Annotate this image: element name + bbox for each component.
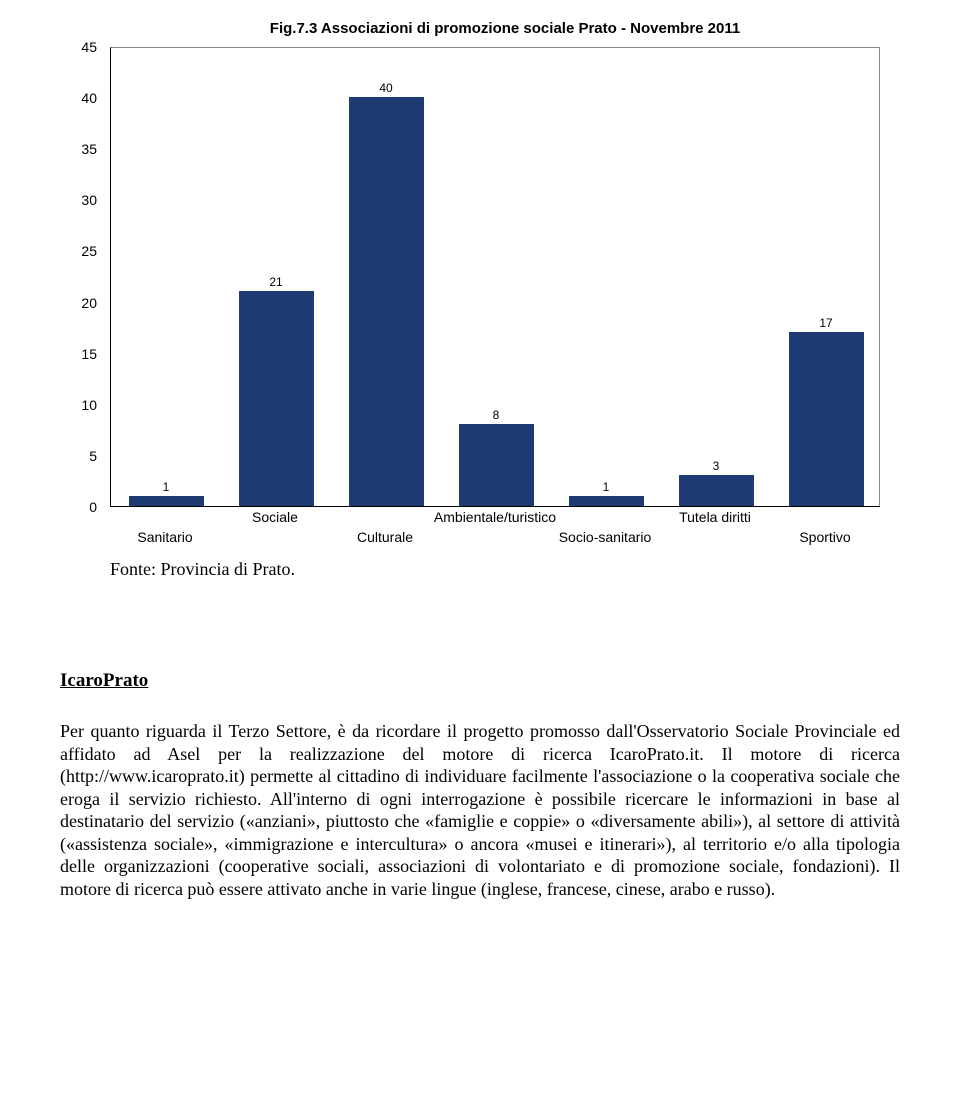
x-axis-labels: Sanitario Sociale Culturale Ambientale/turi…: [110, 507, 880, 553]
bar-value-label: 1: [569, 480, 644, 494]
bar-slot: 40: [349, 97, 424, 506]
bar-slot: 17: [789, 332, 864, 506]
chart-title: Fig.7.3 Associazioni di promozione socia…: [110, 20, 900, 37]
x-tick-label: Socio-sanitario: [559, 529, 652, 545]
bar-value-label: 40: [349, 81, 424, 95]
bar: [129, 496, 204, 506]
section-heading: IcaroPrato: [60, 670, 900, 692]
bar-slot: 1: [129, 496, 204, 506]
bar-value-label: 3: [679, 459, 754, 473]
y-axis-labels: 051015202530354045: [60, 47, 105, 507]
bar: [459, 424, 534, 506]
bar-value-label: 8: [459, 408, 534, 422]
bar-value-label: 17: [789, 316, 864, 330]
y-tick-label: 25: [81, 243, 97, 259]
y-tick-label: 0: [89, 499, 97, 515]
chart-source: Fonte: Provincia di Prato.: [110, 559, 900, 580]
x-tick-label: Sociale: [252, 509, 298, 525]
y-tick-label: 20: [81, 295, 97, 311]
bar-value-label: 1: [129, 480, 204, 494]
bar: [239, 291, 314, 506]
x-tick-label: Sanitario: [137, 529, 192, 545]
y-tick-label: 5: [89, 448, 97, 464]
y-tick-label: 45: [81, 39, 97, 55]
body-paragraph: Per quanto riguarda il Terzo Settore, è …: [60, 720, 900, 900]
y-tick-label: 30: [81, 192, 97, 208]
chart-container: 051015202530354045 1214081317 SanitarioS…: [60, 47, 880, 553]
y-tick-label: 40: [81, 90, 97, 106]
bar-slot: 1: [569, 496, 644, 506]
bar-slot: 3: [679, 475, 754, 506]
bar: [349, 97, 424, 506]
y-tick-label: 10: [81, 397, 97, 413]
y-tick-label: 35: [81, 141, 97, 157]
chart-plot-area: 1214081317: [110, 47, 880, 507]
bar: [789, 332, 864, 506]
x-tick-label: Culturale: [357, 529, 413, 545]
bar-value-label: 21: [239, 275, 314, 289]
x-tick-label: Sportivo: [799, 529, 850, 545]
bar-slot: 21: [239, 291, 314, 506]
y-tick-label: 15: [81, 346, 97, 362]
x-tick-label: Ambientale/turistico: [434, 509, 556, 525]
chart-bars: 1214081317: [111, 48, 879, 506]
bar: [679, 475, 754, 506]
bar-slot: 8: [459, 424, 534, 506]
x-tick-label: Tutela diritti: [679, 509, 751, 525]
bar: [569, 496, 644, 506]
